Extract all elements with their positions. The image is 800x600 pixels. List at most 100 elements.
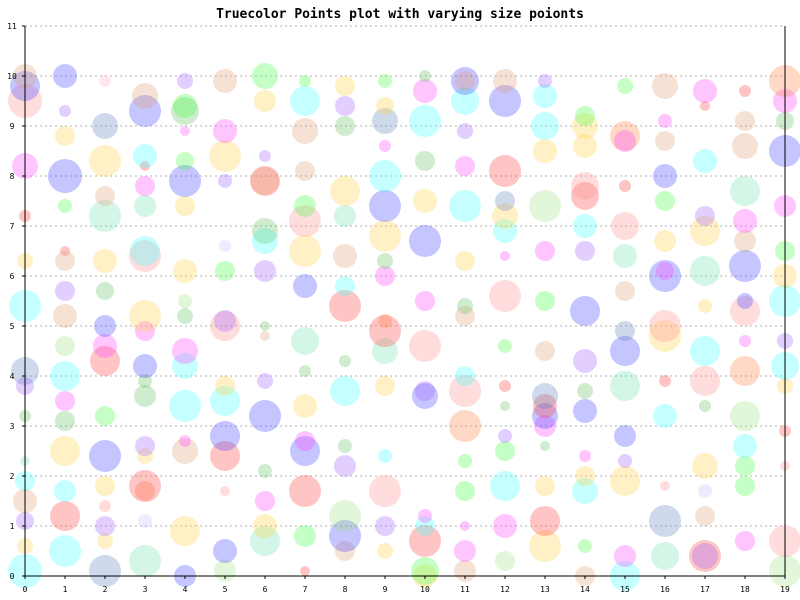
data-point-34 (97, 533, 113, 549)
data-point-261 (649, 505, 681, 537)
data-point-38 (89, 440, 121, 472)
x-tick-label-8: 8 (343, 585, 348, 594)
data-point-44 (93, 249, 117, 273)
data-point-297 (730, 296, 760, 326)
y-tick-label-0: 0 (10, 572, 15, 581)
data-point-51 (138, 514, 152, 528)
data-point-286 (695, 206, 715, 226)
data-point-125 (293, 274, 317, 298)
data-point-17 (50, 501, 80, 531)
data-point-109 (254, 260, 276, 282)
data-point-63 (134, 195, 156, 217)
data-point-204 (498, 339, 512, 353)
data-point-168 (415, 516, 435, 536)
data-point-224 (529, 190, 561, 222)
data-point-275 (689, 540, 721, 572)
data-point-193 (457, 123, 473, 139)
data-point-90 (210, 421, 240, 451)
data-point-140 (329, 290, 361, 322)
data-point-58 (133, 354, 157, 378)
data-point-92 (215, 376, 235, 396)
data-point-49 (99, 75, 111, 87)
data-point-218 (532, 403, 558, 429)
data-point-55 (135, 436, 155, 456)
data-point-228 (538, 74, 552, 88)
data-point-100 (213, 69, 237, 93)
data-point-201 (498, 429, 512, 443)
data-point-255 (611, 212, 639, 240)
data-point-182 (460, 521, 470, 531)
data-point-222 (535, 291, 555, 311)
data-point-75 (172, 338, 198, 364)
data-point-71 (172, 438, 198, 464)
data-point-149 (375, 516, 395, 536)
data-point-257 (610, 121, 640, 151)
data-point-281 (690, 366, 720, 396)
data-point-148 (377, 543, 393, 559)
data-point-115 (252, 63, 278, 89)
data-point-196 (455, 71, 475, 91)
data-point-304 (735, 111, 755, 131)
data-point-89 (210, 441, 240, 471)
data-point-305 (739, 85, 751, 97)
data-point-266 (649, 310, 681, 342)
data-point-39 (95, 406, 115, 426)
y-tick-label-6: 6 (10, 272, 15, 281)
data-point-174 (409, 225, 441, 257)
data-point-258 (614, 130, 636, 152)
x-tick-label-14: 14 (580, 585, 590, 594)
data-point-300 (734, 230, 756, 252)
data-point-230 (578, 539, 592, 553)
y-tick-label-2: 2 (10, 472, 15, 481)
data-point-183 (455, 481, 475, 501)
data-point-147 (335, 76, 355, 96)
data-point-285 (690, 216, 720, 246)
data-point-167 (409, 525, 441, 557)
data-point-151 (378, 449, 392, 463)
data-point-84 (173, 94, 197, 118)
data-point-107 (260, 331, 270, 341)
data-point-252 (615, 321, 635, 341)
x-tick-labels: 0 1 2 3 4 5 6 7 8 9 10 11 12 13 14 15 16 17 18 19 (23, 576, 790, 594)
data-point-25 (55, 281, 75, 301)
data-point-199 (490, 471, 520, 501)
x-tick-label-5: 5 (223, 585, 228, 594)
data-point-264 (659, 375, 671, 387)
data-point-251 (610, 336, 640, 366)
data-point-59 (135, 321, 155, 341)
data-point-278 (698, 484, 712, 498)
data-point-210 (489, 155, 521, 187)
data-point-208 (492, 203, 518, 229)
data-point-45 (89, 200, 121, 232)
x-tick-label-9: 9 (383, 585, 388, 594)
data-point-99 (213, 119, 237, 143)
data-point-248 (618, 454, 632, 468)
data-point-20 (55, 411, 75, 431)
data-point-123 (299, 365, 311, 377)
data-point-192 (455, 156, 475, 176)
data-point-37 (95, 476, 115, 496)
data-point-18 (54, 480, 76, 502)
data-point-177 (409, 105, 441, 137)
data-point-220 (532, 383, 558, 409)
data-point-135 (329, 500, 361, 532)
data-point-247 (610, 466, 640, 496)
data-point-134 (329, 520, 361, 552)
data-point-29 (48, 159, 82, 193)
data-point-94 (214, 310, 236, 332)
data-point-81 (176, 152, 194, 170)
data-point-271 (653, 164, 677, 188)
data-point-254 (613, 244, 637, 268)
data-point-60 (129, 300, 161, 332)
x-tick-label-4: 4 (183, 585, 188, 594)
data-point-282 (690, 336, 720, 366)
data-point-175 (413, 189, 437, 213)
data-point-133 (335, 541, 355, 561)
y-tick-label-5: 5 (10, 322, 15, 331)
data-point-240 (571, 182, 599, 210)
data-point-154 (369, 315, 401, 347)
data-point-239 (573, 214, 597, 238)
data-point-52 (135, 481, 155, 501)
data-point-132 (299, 75, 311, 87)
x-tick-label-16: 16 (660, 585, 670, 594)
